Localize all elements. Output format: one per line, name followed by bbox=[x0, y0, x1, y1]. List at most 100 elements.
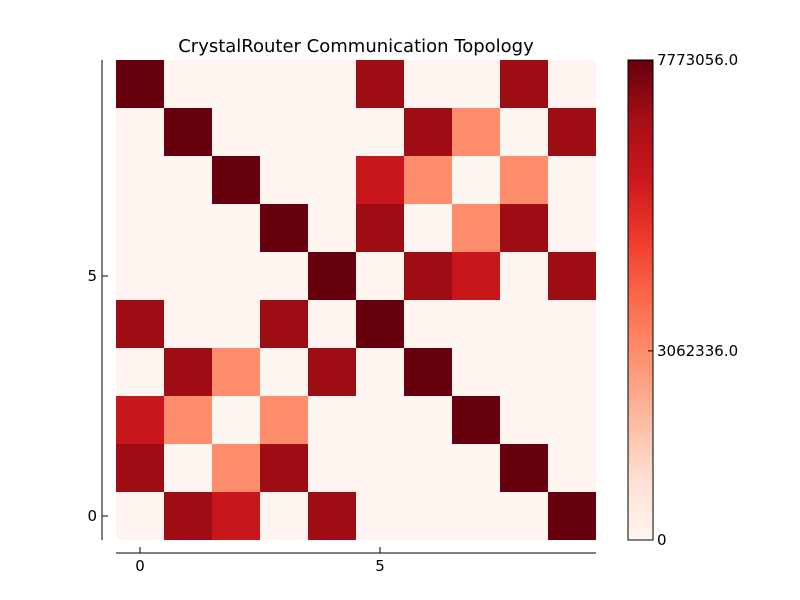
heatmap-cell bbox=[260, 204, 308, 252]
heatmap-cell bbox=[260, 348, 308, 396]
heatmap-cell bbox=[356, 348, 404, 396]
axes: 0 5 0 5 bbox=[87, 60, 596, 575]
heatmap-cell bbox=[500, 300, 548, 348]
heatmap-cell bbox=[500, 108, 548, 156]
heatmap-cell bbox=[356, 444, 404, 492]
heatmap-cell bbox=[356, 108, 404, 156]
heatmap-cell bbox=[116, 492, 164, 540]
heatmap-cell bbox=[404, 492, 452, 540]
heatmap-cell bbox=[356, 156, 404, 204]
colorbar-gradient bbox=[627, 59, 654, 541]
heatmap-cell bbox=[356, 492, 404, 540]
heatmap-cell bbox=[212, 60, 260, 108]
colorbar: 0 3062336.0 7773056.0 bbox=[627, 51, 738, 549]
heatmap-cell bbox=[452, 300, 500, 348]
heatmap-cell bbox=[116, 300, 164, 348]
heatmap-cell bbox=[164, 444, 212, 492]
heatmap-cell bbox=[404, 396, 452, 444]
heatmap-cell bbox=[116, 396, 164, 444]
heatmap-cell bbox=[308, 348, 356, 396]
heatmap-cell bbox=[452, 252, 500, 300]
heatmap-cell bbox=[164, 60, 212, 108]
heatmap-cell bbox=[260, 396, 308, 444]
heatmap-cell bbox=[212, 492, 260, 540]
heatmap-cell bbox=[212, 156, 260, 204]
heatmap-cell bbox=[356, 60, 404, 108]
heatmap-cell bbox=[260, 492, 308, 540]
heatmap-cell bbox=[308, 108, 356, 156]
heatmap-cell bbox=[308, 252, 356, 300]
heatmap-cell bbox=[452, 156, 500, 204]
heatmap-cell bbox=[116, 108, 164, 156]
heatmap-cell bbox=[548, 156, 596, 204]
heatmap-cell bbox=[212, 444, 260, 492]
heatmap-cell bbox=[404, 60, 452, 108]
x-tick-label: 5 bbox=[375, 557, 385, 575]
heatmap-cell bbox=[212, 204, 260, 252]
heatmap-cell bbox=[260, 60, 308, 108]
heatmap-cell bbox=[164, 252, 212, 300]
heatmap-cell bbox=[404, 156, 452, 204]
heatmap-cell bbox=[260, 156, 308, 204]
heatmap-cell bbox=[260, 108, 308, 156]
colorbar-tick-label: 0 bbox=[657, 531, 667, 549]
heatmap-cell bbox=[260, 300, 308, 348]
heatmap-cell bbox=[500, 444, 548, 492]
heatmap-cell bbox=[500, 156, 548, 204]
heatmap-cell bbox=[548, 348, 596, 396]
heatmap-cell bbox=[500, 252, 548, 300]
chart-title: CrystalRouter Communication Topology bbox=[178, 36, 534, 57]
heatmap-cell bbox=[308, 156, 356, 204]
colorbar-tick-label: 7773056.0 bbox=[657, 51, 738, 69]
heatmap-cell bbox=[212, 252, 260, 300]
heatmap-cell bbox=[164, 108, 212, 156]
heatmap-cell bbox=[548, 108, 596, 156]
heatmap-cell bbox=[164, 396, 212, 444]
heatmap-cell bbox=[356, 204, 404, 252]
heatmap-cell bbox=[404, 252, 452, 300]
heatmap-cell bbox=[260, 252, 308, 300]
heatmap-cell bbox=[452, 60, 500, 108]
heatmap-cell bbox=[116, 156, 164, 204]
heatmap-cell bbox=[500, 60, 548, 108]
heatmap-cell bbox=[212, 348, 260, 396]
heatmap-cell bbox=[548, 492, 596, 540]
heatmap-cell bbox=[500, 204, 548, 252]
heatmap-cell bbox=[548, 300, 596, 348]
heatmap-cell bbox=[212, 108, 260, 156]
heatmap-cell bbox=[116, 444, 164, 492]
heatmap-cell bbox=[500, 348, 548, 396]
heatmap-cell bbox=[164, 204, 212, 252]
heatmap-cell bbox=[356, 396, 404, 444]
heatmap-cell bbox=[116, 348, 164, 396]
heatmap-cell bbox=[164, 492, 212, 540]
heatmap-cell bbox=[212, 300, 260, 348]
heatmap-cell bbox=[308, 204, 356, 252]
heatmap-cell bbox=[260, 444, 308, 492]
heatmap-cell bbox=[452, 444, 500, 492]
heatmap-cell bbox=[404, 108, 452, 156]
heatmap-cell bbox=[500, 396, 548, 444]
heatmap-cell bbox=[452, 396, 500, 444]
heatmap-cell bbox=[500, 492, 548, 540]
heatmap-cell bbox=[404, 300, 452, 348]
heatmap-cell bbox=[452, 204, 500, 252]
heatmap-cell bbox=[116, 204, 164, 252]
heatmap-cell bbox=[116, 60, 164, 108]
heatmap-cell bbox=[548, 252, 596, 300]
heatmap-cell bbox=[548, 60, 596, 108]
heatmap-cell bbox=[164, 300, 212, 348]
heatmap-cell bbox=[308, 396, 356, 444]
y-tick-label: 5 bbox=[87, 267, 97, 285]
heatmap-cell bbox=[356, 300, 404, 348]
x-tick-label: 0 bbox=[135, 557, 145, 575]
heatmap-cell bbox=[548, 204, 596, 252]
heatmap-cell bbox=[404, 444, 452, 492]
heatmap-cell bbox=[164, 156, 212, 204]
heatmap-cells bbox=[116, 60, 596, 540]
heatmap-cell bbox=[452, 492, 500, 540]
heatmap-cell bbox=[356, 252, 404, 300]
heatmap-cell bbox=[308, 60, 356, 108]
heatmap-cell bbox=[452, 108, 500, 156]
